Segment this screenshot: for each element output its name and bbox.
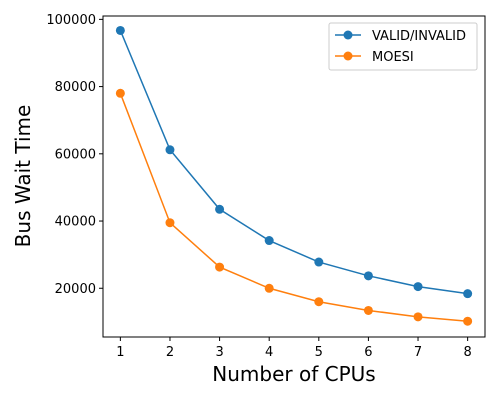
legend: VALID/INVALID MOESI	[329, 23, 477, 70]
x-axis-label: Number of CPUs	[212, 362, 375, 386]
data-point	[463, 317, 472, 326]
data-point	[364, 271, 373, 280]
x-tick-label: 5	[315, 345, 323, 360]
data-point	[165, 218, 174, 227]
x-tick-label: 3	[215, 345, 223, 360]
y-tick-label: 20000	[55, 282, 96, 297]
x-tick-label: 8	[463, 345, 471, 360]
data-point	[116, 26, 125, 35]
data-point	[314, 258, 323, 267]
data-point	[364, 306, 373, 315]
legend-marker-1	[344, 52, 353, 61]
data-point	[215, 205, 224, 214]
data-point	[414, 312, 423, 321]
y-axis-label: Bus Wait Time	[11, 105, 35, 248]
data-point	[215, 263, 224, 272]
series-layer	[116, 26, 472, 326]
x-tick-label: 2	[166, 345, 174, 360]
x-tick-label: 1	[116, 345, 124, 360]
x-tick-label: 7	[414, 345, 422, 360]
data-point	[314, 297, 323, 306]
legend-label-0: VALID/INVALID	[372, 29, 466, 44]
y-tick-label: 80000	[55, 80, 96, 95]
data-point	[116, 89, 125, 98]
legend-label-1: MOESI	[372, 50, 414, 65]
y-tick-label: 60000	[55, 147, 96, 162]
data-point	[463, 289, 472, 298]
y-axis: 20000 40000 60000 80000 100000	[46, 13, 103, 297]
data-point	[165, 145, 174, 154]
y-tick-label: 40000	[55, 215, 96, 230]
data-point	[265, 284, 274, 293]
data-point	[414, 282, 423, 291]
x-tick-label: 4	[265, 345, 273, 360]
x-axis: 1 2 3 4 5 6 7 8	[116, 337, 472, 360]
x-tick-label: 6	[364, 345, 372, 360]
y-tick-label: 100000	[46, 13, 96, 28]
legend-marker-0	[344, 31, 353, 40]
data-point	[265, 236, 274, 245]
